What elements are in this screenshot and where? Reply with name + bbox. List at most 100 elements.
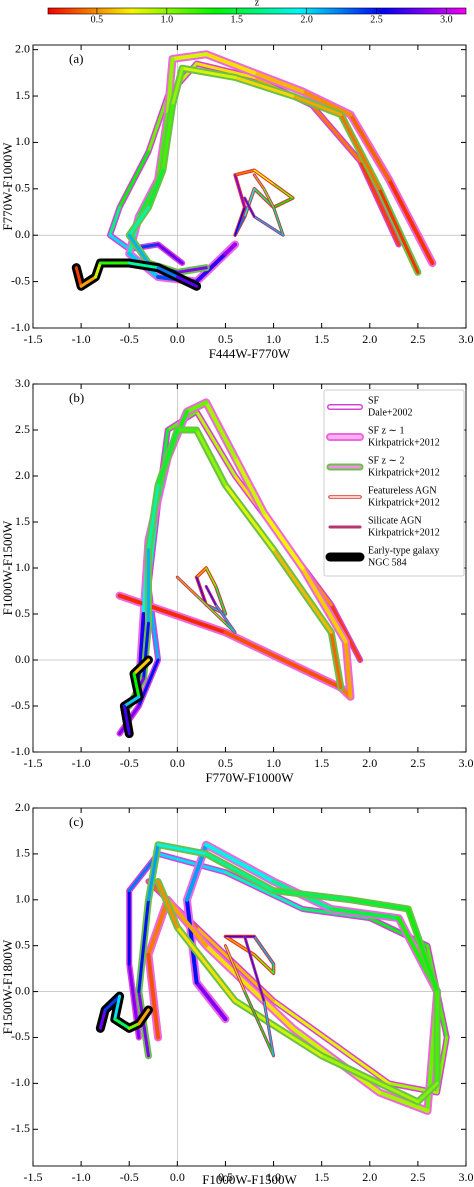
panel-label: (c) [69,814,83,829]
legend-label: Kirkpatrick+2012 [368,437,440,448]
y-tick-label: 0.0 [15,652,30,666]
x-tick-label: 1.5 [314,756,329,770]
legend-label: Silicate AGN [368,515,422,526]
track-segment [74,266,83,288]
track-segment [272,206,284,236]
colorbar-tick-label: 1.0 [161,14,174,25]
track-segment [272,183,294,199]
x-tick-label: -1.0 [72,332,91,346]
track-segment [272,197,294,209]
track-segment [175,275,199,288]
track-segment [94,261,102,279]
track-segment [161,103,175,172]
y-tick-label: 1.0 [15,134,30,148]
track-segment [103,994,122,1012]
track-segment [137,1008,150,1026]
track-segment [165,897,209,948]
track-segment [253,169,275,185]
track-segment [253,935,275,965]
panel-label: (b) [69,390,84,405]
track-segment [343,639,353,699]
track-segment [223,630,343,690]
track-segment [339,113,381,191]
track-segment [127,1022,141,1030]
y-tick-label: 2.0 [15,41,30,55]
track-segment [300,89,353,117]
x-tick-label: 0.5 [218,332,233,346]
track-segment [329,906,401,921]
y-tick-label: 1.5 [15,846,30,860]
y-tick-label: -1.0 [11,1075,30,1089]
track-segment [223,483,276,552]
y-tick-label: 0.5 [15,937,30,951]
legend-label: Featureless AGN [368,485,437,496]
track-segment [329,630,343,690]
track-segment [156,428,179,487]
y-tick-label: 0.5 [15,181,30,195]
legend-label: Early-type galaxy [368,545,439,556]
track-segment [263,188,275,208]
y-tick-label: 1.0 [15,892,30,906]
track-segment [233,455,266,515]
axes-frame [32,44,467,329]
track-segment [175,266,208,274]
track-segment [233,999,324,1058]
x-tick-label: -0.5 [120,1170,139,1184]
x-tick-label: 2.0 [362,332,377,346]
track-segment [113,994,122,1021]
track-segment [261,510,305,570]
x-tick-label: 2.0 [362,1170,377,1184]
track-segment [244,935,265,1002]
track-segment [243,188,256,218]
track-segment [234,206,246,236]
y-tick-label: 2.0 [15,468,30,482]
track-segment [204,943,295,1031]
x-tick-label: -0.5 [120,756,139,770]
x-axis-label: F1000W-F1500W [202,1172,297,1187]
track-segment [204,852,276,893]
track-segment [117,593,228,635]
legend-label: SF z ∼ 2 [368,455,404,466]
y-tick-label: -1.5 [11,1121,30,1135]
track-segment [253,174,265,190]
track-segment [349,898,410,911]
axes-frame [32,807,467,1167]
colorbar-tick-label: 0.5 [91,14,104,25]
track-segment [234,174,246,209]
x-tick-label: 3.0 [459,332,474,346]
x-tick-label: 2.5 [410,1170,425,1184]
colorbar-tick-label: 2.5 [370,14,383,25]
track-segment [223,870,304,911]
track-segment [127,233,150,265]
legend-label: Kirkpatrick+2012 [368,527,440,538]
track-segment [127,261,160,270]
x-tick-label: -1.5 [24,332,43,346]
x-tick-label: -1.5 [24,1170,43,1184]
x-tick-label: 3.0 [459,756,474,770]
y-tick-label: 1.5 [15,88,30,102]
legend-label: NGC 584 [368,557,407,568]
y-tick-label: -0.5 [11,698,30,712]
x-tick-label: -1.0 [72,756,91,770]
track-segment [146,168,165,209]
x-tick-label: 0.0 [170,756,185,770]
x-tick-label: 0.0 [170,332,185,346]
y-tick-label: 1.0 [15,560,30,574]
x-tick-label: 1.0 [266,332,281,346]
track-segment [122,704,131,736]
track-segment [416,1081,439,1104]
track-segment [165,56,175,117]
track-segment [171,66,184,107]
legend-label: Dale+2002 [368,407,413,418]
track-segment [146,843,160,902]
colorbar-tick-label: 2.0 [300,14,313,25]
y-axis-label: F1500W-F1800W [0,939,15,1034]
track-segment [170,52,209,61]
x-tick-label: -1.5 [24,756,43,770]
track-segment [132,658,150,676]
track-segment [387,177,435,266]
x-tick-label: 1.5 [314,1170,329,1184]
track-segment [253,954,275,974]
track-segment [310,103,362,163]
